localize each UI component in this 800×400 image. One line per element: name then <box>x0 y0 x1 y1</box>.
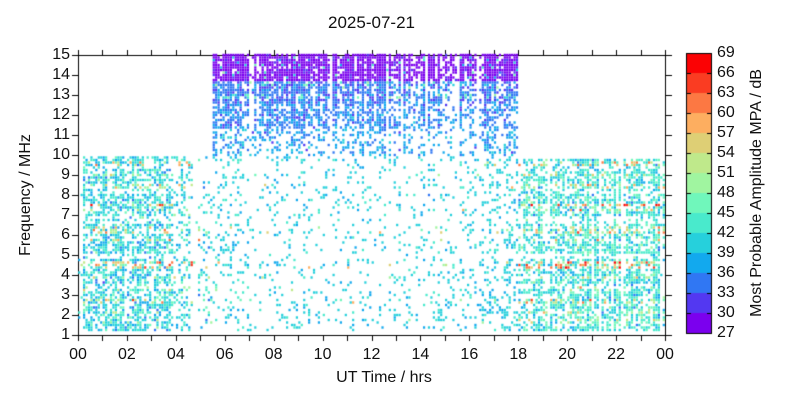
colorbar-tick-label: 69 <box>717 44 735 61</box>
x-tick-label: 20 <box>558 346 577 363</box>
y-tick-label: 9 <box>61 166 70 183</box>
y-axis-label: Frequency / MHz <box>17 134 34 256</box>
colorbar-tick-label: 36 <box>717 264 735 281</box>
y-tick-label: 13 <box>52 86 70 103</box>
x-tick-label: 06 <box>215 346 234 363</box>
colorbar-tick-label: 42 <box>717 224 735 241</box>
y-tick-label: 6 <box>61 226 70 243</box>
y-tick-label: 2 <box>61 306 70 323</box>
colorbar-tick-label: 54 <box>717 144 735 161</box>
colorbar-tick-label: 27 <box>717 324 735 341</box>
y-tick-label: 4 <box>61 266 70 283</box>
chart-title: 2025-07-21 <box>328 13 415 32</box>
y-tick-label: 8 <box>61 186 70 203</box>
colorbar-tick-label: 51 <box>717 164 735 181</box>
x-tick-label: 18 <box>509 346 528 363</box>
y-tick-label: 5 <box>61 246 70 263</box>
colorbar-tick-label: 57 <box>717 124 735 141</box>
x-tick-label: 14 <box>411 346 430 363</box>
y-tick-label: 3 <box>61 286 70 303</box>
x-tick-label: 12 <box>362 346 381 363</box>
x-tick-label: 16 <box>460 346 479 363</box>
colorbar-tick-label: 48 <box>717 184 735 201</box>
y-tick-label: 14 <box>52 66 70 83</box>
x-tick-label: 10 <box>313 346 332 363</box>
colorbar-tick-label: 60 <box>717 104 735 121</box>
y-tick-label: 15 <box>52 46 70 63</box>
y-tick-label: 11 <box>53 126 70 143</box>
colorbar-label: Most Probable Amplitude MPA / dB <box>748 69 765 317</box>
colorbar-tick-label: 30 <box>717 304 735 321</box>
y-tick-label: 10 <box>52 146 70 163</box>
x-tick-label: 00 <box>656 346 674 363</box>
y-tick-label: 7 <box>61 206 70 223</box>
colorbar-tick-label: 63 <box>717 84 735 101</box>
x-tick-label: 08 <box>264 346 283 363</box>
y-tick-label: 1 <box>61 326 70 343</box>
x-tick-label: 22 <box>607 346 625 363</box>
colorbar-tick-label: 39 <box>717 244 735 261</box>
x-axis-label: UT Time / hrs <box>336 369 432 386</box>
colorbar-tick-label: 66 <box>717 64 735 81</box>
x-tick-label: 02 <box>118 346 136 363</box>
x-tick-label: 00 <box>69 346 87 363</box>
y-tick-label: 12 <box>52 106 70 123</box>
x-tick-label: 04 <box>166 346 185 363</box>
colorbar-tick-label: 45 <box>717 204 735 221</box>
colorbar-tick-label: 33 <box>717 284 735 301</box>
